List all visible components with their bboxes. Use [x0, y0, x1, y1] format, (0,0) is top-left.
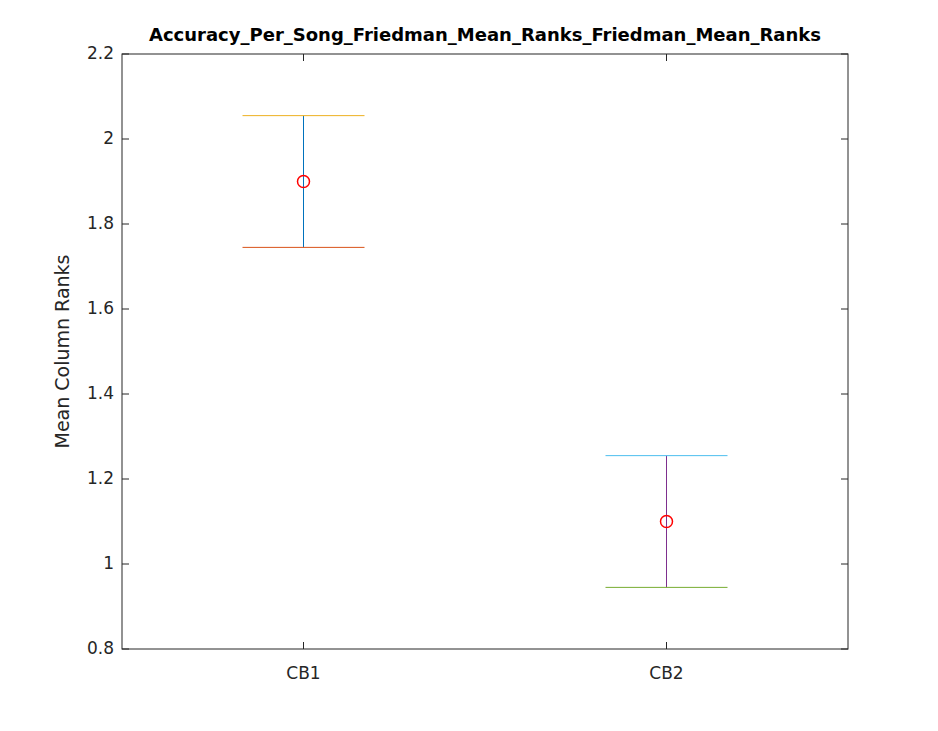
mean-marker	[298, 176, 310, 188]
y-tick	[122, 224, 129, 225]
y-tick-label: 2.2	[87, 43, 114, 63]
y-tick-label: 0.8	[87, 638, 114, 658]
y-tick	[841, 394, 848, 395]
y-tick	[841, 479, 848, 480]
y-tick	[122, 309, 129, 310]
y-tick	[122, 394, 129, 395]
y-tick	[841, 649, 848, 650]
x-tick-label: CB2	[649, 663, 683, 683]
y-tick	[841, 309, 848, 310]
x-tick	[303, 642, 304, 649]
error-cap-upper	[606, 455, 728, 456]
x-tick	[666, 642, 667, 649]
y-tick	[122, 649, 129, 650]
background	[0, 0, 938, 731]
y-tick-label: 1.8	[87, 213, 114, 233]
error-cap-lower	[243, 247, 365, 248]
chart-container: 0.8 1 1.2 1.4 1.6 1.8 2 2.2 CB1 CB2 Accuracy_Per_S…	[0, 0, 938, 731]
y-tick	[122, 564, 129, 565]
y-tick	[841, 139, 848, 140]
x-tick	[666, 54, 667, 61]
error-cap-lower	[606, 587, 728, 588]
y-tick	[122, 54, 129, 55]
y-tick-label: 1.6	[87, 298, 114, 318]
error-cap-upper	[243, 115, 365, 116]
y-tick	[122, 139, 129, 140]
y-tick	[841, 54, 848, 55]
y-axis-label: Mean Column Ranks	[51, 255, 73, 449]
y-tick-label: 1.4	[87, 383, 114, 403]
y-tick	[841, 564, 848, 565]
y-tick-label: 1.2	[87, 468, 114, 488]
error-bar	[666, 456, 667, 588]
y-tick	[122, 479, 129, 480]
y-tick-label: 1	[103, 553, 114, 573]
y-tick	[841, 224, 848, 225]
chart-title: Accuracy_Per_Song_Friedman_Mean_Ranks_Fr…	[149, 24, 821, 45]
x-tick	[303, 54, 304, 61]
mean-marker	[661, 516, 673, 528]
plot-frame	[122, 54, 848, 649]
y-tick-label: 2	[103, 128, 114, 148]
x-tick-label: CB1	[286, 663, 320, 683]
error-bar	[303, 116, 304, 248]
chart-svg: 0.8 1 1.2 1.4 1.6 1.8 2 2.2 CB1 CB2 Accuracy_Per_S…	[0, 0, 938, 731]
marks	[243, 116, 728, 588]
